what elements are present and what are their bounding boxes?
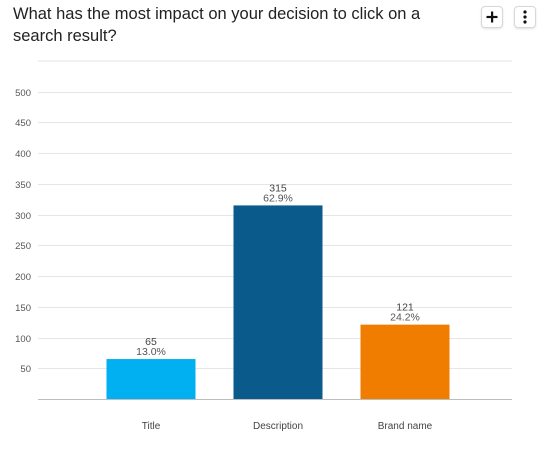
data-label-value: 315 <box>269 182 287 194</box>
data-label-percent: 62.9% <box>263 192 293 204</box>
y-tick-label: 50 <box>20 364 31 375</box>
data-label-percent: 24.2% <box>390 312 420 324</box>
plus-icon <box>486 11 498 23</box>
y-tick-label: 500 <box>15 88 31 99</box>
add-button[interactable] <box>481 6 503 28</box>
question-title: What has the most impact on your decisio… <box>13 5 421 45</box>
y-tick-label: 300 <box>15 211 31 222</box>
data-label-percent: 13.0% <box>136 346 166 358</box>
y-tick-label: 150 <box>15 303 31 314</box>
more-options-button[interactable] <box>514 6 536 28</box>
x-category-label: Title <box>142 421 161 432</box>
x-category-label: Brand name <box>378 421 433 432</box>
data-label-value: 65 <box>145 336 157 348</box>
bar-brand-name <box>360 324 450 399</box>
y-tick-label: 200 <box>15 272 31 283</box>
y-tick-label: 400 <box>15 149 31 160</box>
bar-title <box>106 359 196 399</box>
data-label-value: 121 <box>396 302 414 314</box>
vertical-dots-icon <box>523 10 527 24</box>
x-category-label: Description <box>253 421 303 432</box>
y-tick-label: 450 <box>15 118 31 129</box>
bar-description <box>233 205 323 399</box>
y-tick-label: 100 <box>15 334 31 345</box>
y-tick-label: 350 <box>15 180 31 191</box>
y-tick-label: 250 <box>15 241 31 252</box>
